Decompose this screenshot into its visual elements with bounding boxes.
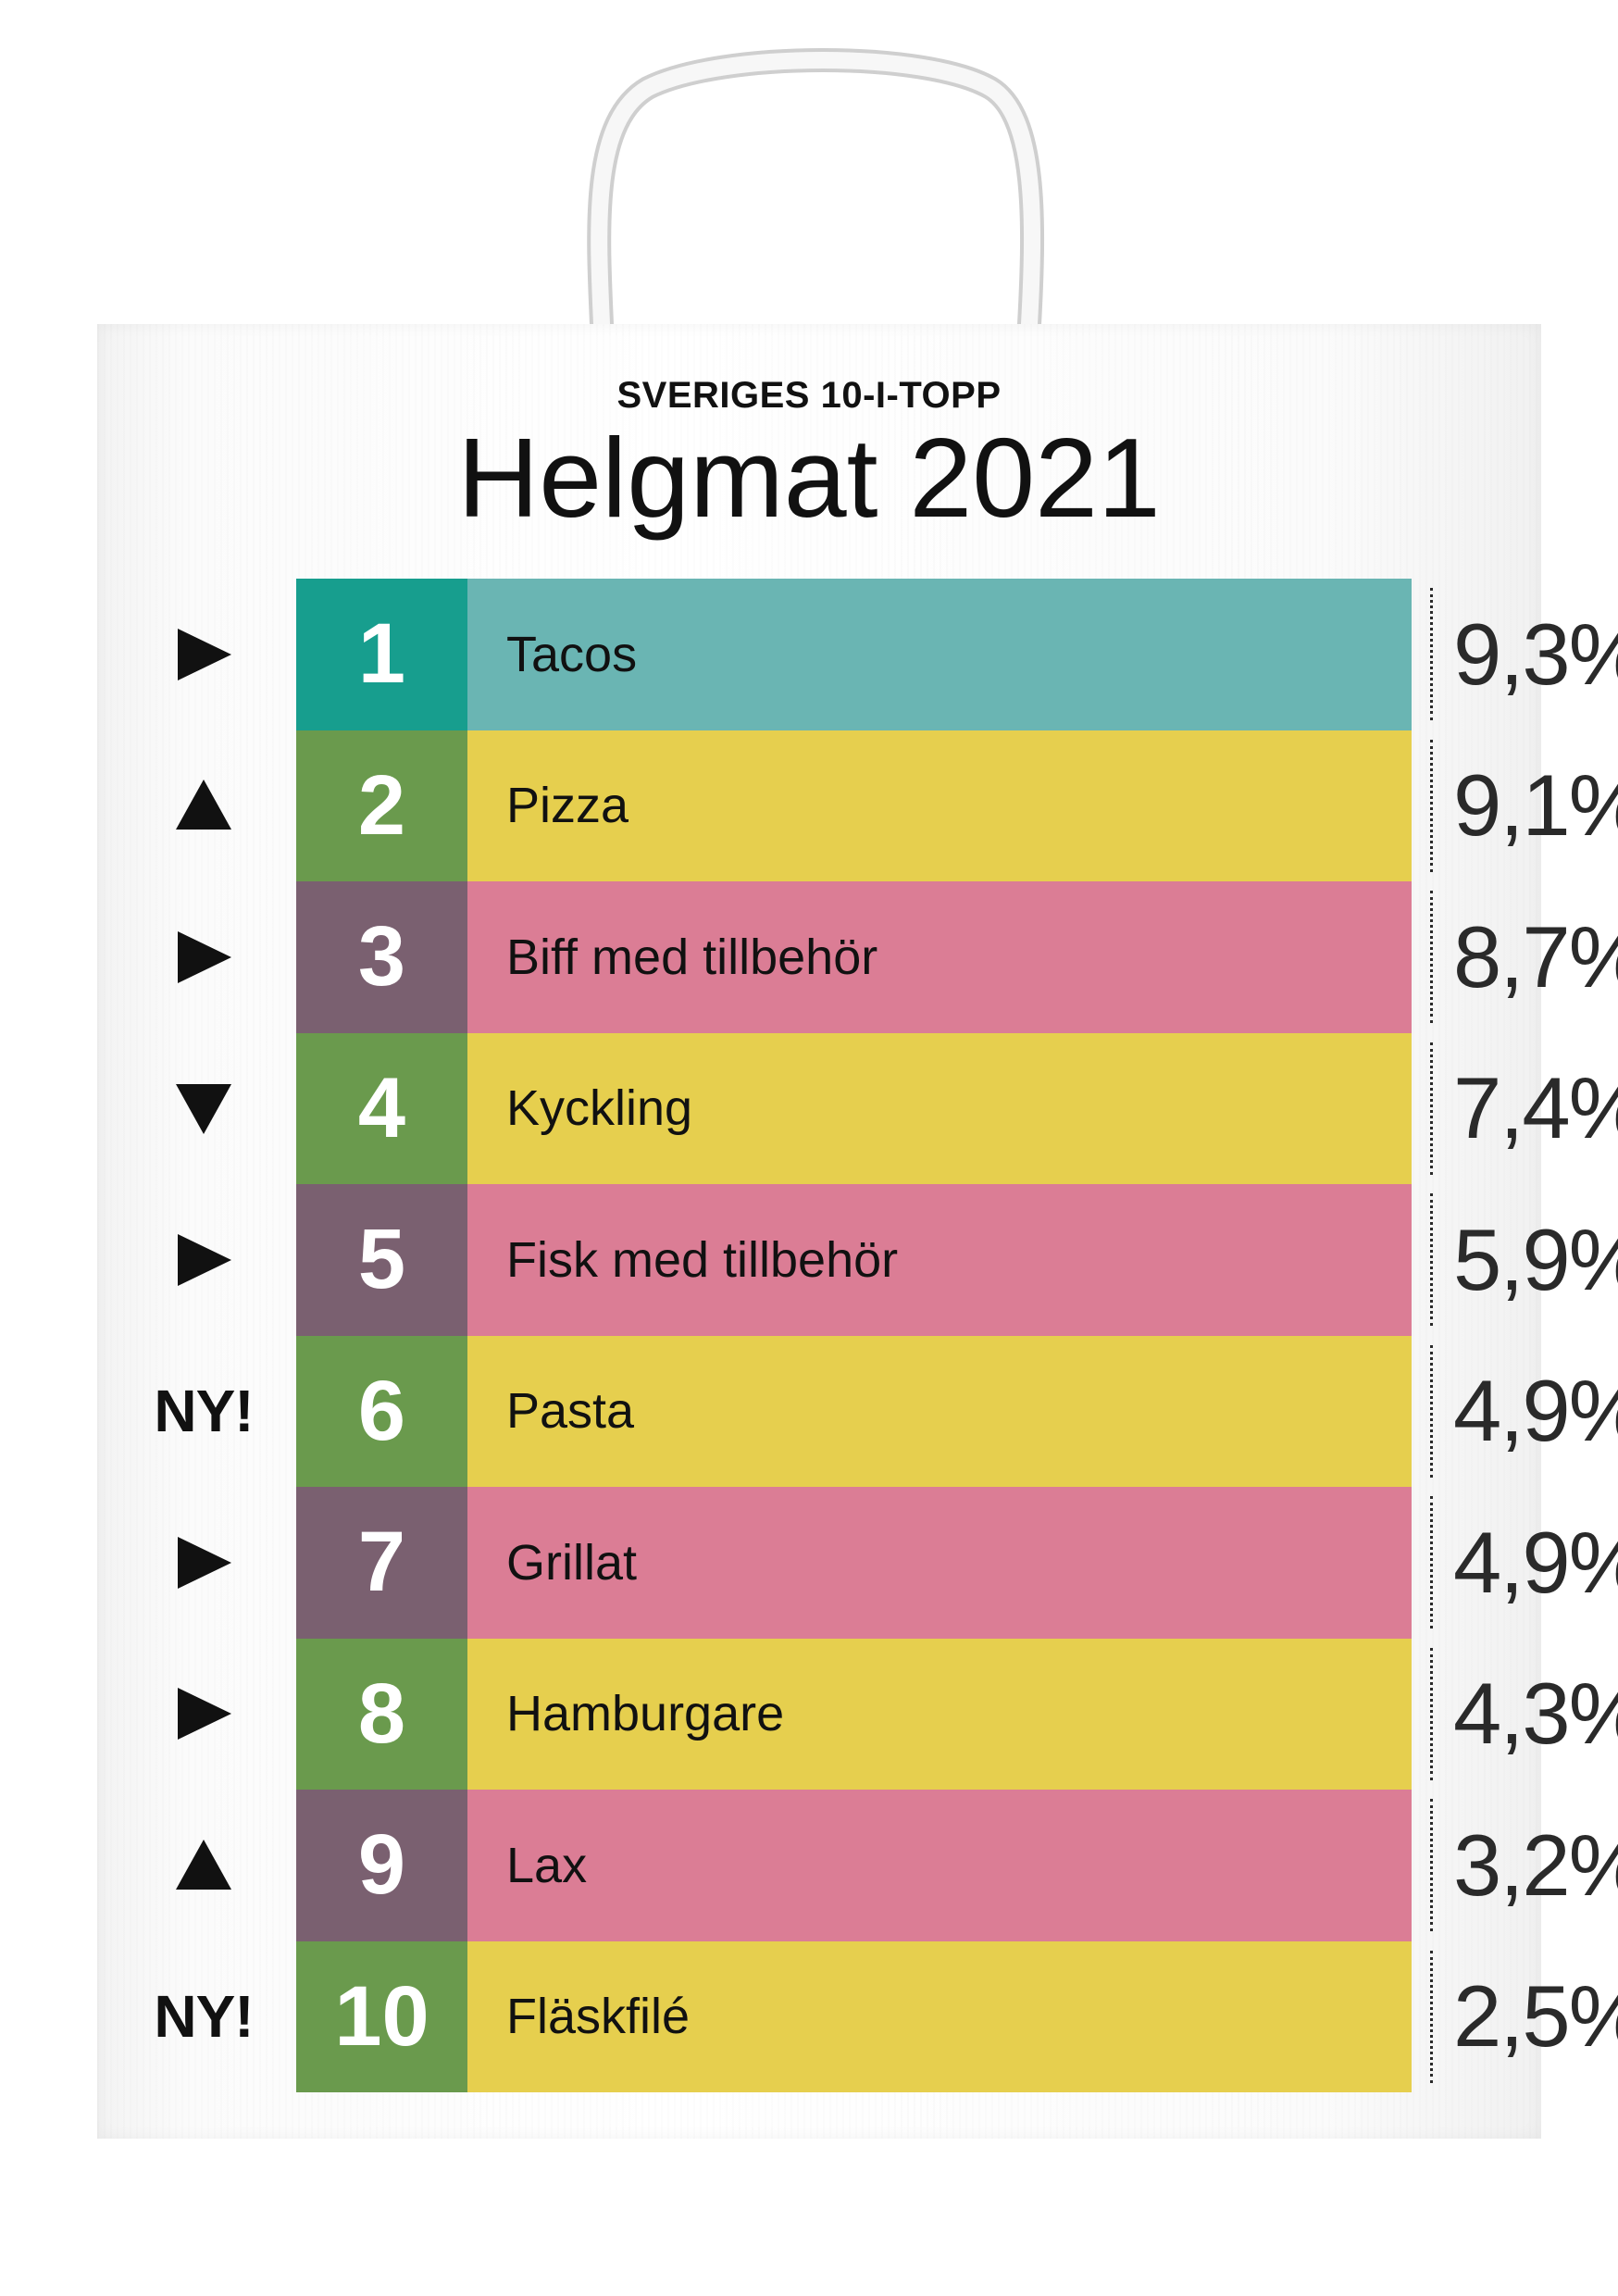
bag-handle: [587, 48, 1045, 333]
percent-value: 5,9%: [1453, 1210, 1618, 1308]
up-triangle-icon: [176, 780, 231, 830]
play-arrow-icon: [178, 1233, 231, 1286]
dish-band: Hamburgare: [467, 1638, 1412, 1790]
trend-indicator: [139, 1639, 268, 1791]
dish-label: Biff med tillbehör: [506, 929, 878, 985]
dish-label: Tacos: [506, 626, 638, 682]
dish-band: Tacos: [467, 579, 1412, 730]
rank-number: 9: [296, 1790, 467, 1941]
dish-label: Lax: [506, 1837, 588, 1893]
table-row: 2 Pizza 9,1%: [176, 730, 1618, 881]
up-triangle-icon: [176, 1839, 231, 1890]
table-row: 5 Fisk med tillbehör 5,9%: [178, 1184, 1618, 1336]
play-arrow-icon: [178, 1688, 231, 1741]
percent-value: 3,2%: [1453, 1816, 1618, 1914]
dotted-divider: [1430, 1193, 1433, 1326]
rank-number: 4: [296, 1032, 467, 1184]
percent-value: 8,7%: [1453, 907, 1618, 1005]
dish-band: Pizza: [467, 730, 1412, 881]
trend-indicator: NY!: [139, 1336, 268, 1488]
dish-band: Pasta: [467, 1335, 1412, 1487]
dish-band: Biff med tillbehör: [467, 881, 1412, 1033]
dish-label: Pasta: [506, 1383, 635, 1440]
dotted-divider: [1430, 1042, 1433, 1175]
table-row: NY! 10 Fläskfilé 2,5%: [154, 1940, 1618, 2092]
rank-number: 6: [296, 1335, 467, 1487]
dotted-divider: [1430, 891, 1433, 1023]
down-triangle-icon: [176, 1084, 231, 1135]
dish-band: Kyckling: [467, 1032, 1412, 1184]
percent-value: 7,4%: [1453, 1059, 1618, 1157]
new-entry-badge: NY!: [154, 1378, 254, 1445]
dotted-divider: [1430, 1799, 1433, 1931]
rank-number: 7: [296, 1487, 467, 1639]
dish-band: Lax: [467, 1790, 1412, 1941]
rank-number: 8: [296, 1638, 467, 1790]
percent-value: 4,9%: [1453, 1362, 1618, 1460]
kicker: SVERIGES 10-I-TOPP: [616, 375, 1002, 416]
dotted-divider: [1430, 1344, 1433, 1478]
trend-indicator: [139, 881, 268, 1033]
trend-indicator: [139, 1790, 268, 1941]
percent-value: 9,1%: [1453, 756, 1618, 855]
rank-number: 2: [296, 730, 467, 881]
rank-number: 3: [296, 881, 467, 1033]
play-arrow-icon: [178, 930, 231, 983]
dotted-divider: [1430, 739, 1433, 872]
new-entry-badge: NY!: [154, 1983, 254, 2051]
dish-band: Fläskfilé: [467, 1940, 1412, 2092]
trend-indicator: [139, 1184, 268, 1336]
trend-indicator: [139, 730, 268, 882]
percent-value: 4,9%: [1453, 1513, 1618, 1611]
dish-band: Fisk med tillbehör: [467, 1184, 1412, 1336]
dish-label: Kyckling: [506, 1080, 693, 1137]
dish-label: Hamburgare: [506, 1686, 785, 1742]
dotted-divider: [1430, 1647, 1433, 1780]
dish-label: Fisk med tillbehör: [506, 1231, 899, 1288]
table-row: 9 Lax 3,2%: [176, 1790, 1618, 1941]
play-arrow-icon: [178, 628, 231, 680]
percent-value: 9,3%: [1453, 605, 1618, 703]
dish-label: Grillat: [506, 1534, 638, 1591]
trend-indicator: [139, 579, 268, 730]
dotted-divider: [1430, 1496, 1433, 1628]
table-row: 8 Hamburgare 4,3%: [178, 1638, 1618, 1790]
percent-value: 2,5%: [1453, 1967, 1618, 2065]
dotted-divider: [1430, 588, 1433, 720]
rank-number: 10: [296, 1940, 467, 2092]
page-title: Helgmat 2021: [457, 415, 1161, 541]
trend-indicator: NY!: [139, 1941, 268, 2093]
dish-band: Grillat: [467, 1487, 1412, 1639]
dish-label: Fläskfilé: [506, 1989, 691, 2045]
table-row: 4 Kyckling 7,4%: [176, 1032, 1618, 1184]
trend-indicator: [139, 1033, 268, 1185]
table-row: 3 Biff med tillbehör 8,7%: [178, 881, 1618, 1033]
rank-number: 5: [296, 1184, 467, 1336]
percent-value: 4,3%: [1453, 1665, 1618, 1763]
table-row: 1 Tacos 9,3%: [178, 579, 1618, 730]
rank-number: 1: [296, 579, 467, 730]
table-row: 7 Grillat 4,9%: [178, 1487, 1618, 1639]
ranking-table: 1 Tacos 9,3% 2 Pizza 9,1% 3 Biff med tillbehör 8…: [154, 579, 1618, 2092]
trend-indicator: [139, 1487, 268, 1639]
dish-label: Pizza: [506, 778, 629, 834]
play-arrow-icon: [178, 1536, 231, 1589]
table-row: NY! 6 Pasta 4,9%: [154, 1335, 1618, 1487]
dotted-divider: [1430, 1950, 1433, 2083]
